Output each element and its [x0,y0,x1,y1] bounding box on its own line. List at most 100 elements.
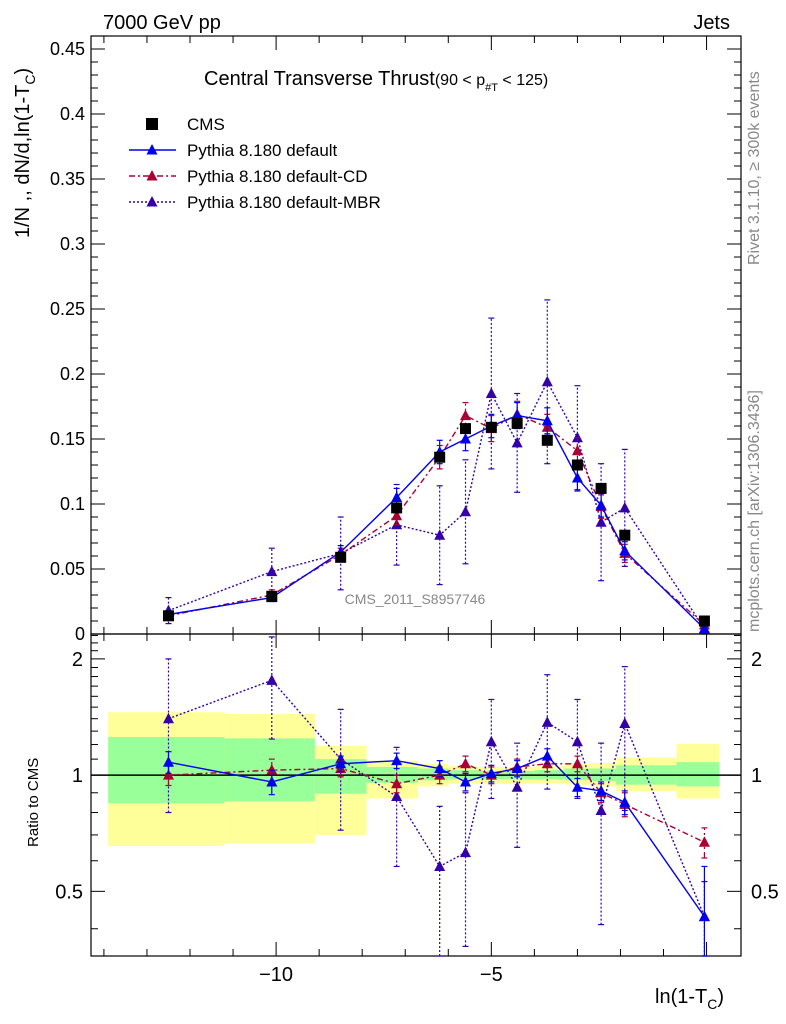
ratio-point-mbr [619,717,631,729]
ratio-y-axis-label: Ratio to CMS [25,758,42,847]
ratio-y-tick-label: 1 [72,765,83,787]
legend-label: Pythia 8.180 default [187,141,338,160]
ratio-point-default [434,762,446,774]
ratio-point-default [335,757,347,769]
ratio-point-default [485,767,497,778]
main-point-cms [541,434,553,446]
x-tick-label: −10 [259,964,293,986]
ratio-point-mbr [571,735,583,747]
ratio-point-default [698,910,710,922]
ratio-point-default [266,775,278,787]
ratio-point-cd [571,757,583,769]
ratio-point-default [595,784,607,796]
main-point-mbr [266,565,278,577]
main-point-default [595,499,607,510]
ratio-point-mbr [266,674,278,685]
ratio-y-tick-label-right: 2 [751,649,762,671]
ratio-y-tick-label-right: 1 [751,765,762,787]
main-point-cd [460,409,472,421]
main-y-tick-label: 0.15 [50,429,85,449]
legend-marker-default [146,144,158,155]
ratio-point-mbr [485,735,497,747]
main-point-cms [571,459,583,471]
ratio-point-cd [266,764,278,775]
ratio-point-mbr [162,712,174,724]
main-point-cms [595,482,607,494]
ratio-point-cd [698,836,710,847]
ratio-point-default [571,781,583,792]
main-point-cms [485,421,497,433]
x-axis-label: ln(1-TC) [655,986,724,1012]
main-y-tick-label: 0.2 [60,364,85,384]
ratio-point-default [619,796,631,807]
ratio-y-tick-label-right: 0.5 [751,881,779,903]
main-point-mbr [571,431,583,443]
x-tick-label: −5 [480,964,503,986]
main-point-default [511,409,523,421]
ratio-point-mbr [460,846,472,858]
main-y-tick-label: 0.35 [50,169,85,189]
ratio-point-mbr [511,781,523,792]
main-point-default [391,491,403,502]
legend-marker-cd [146,170,158,181]
main-point-cms [266,590,278,602]
main-y-tick-label: 0.4 [60,104,85,124]
main-point-cms [434,451,446,463]
main-y-tick-label: 0.05 [50,559,85,579]
ratio-point-default [541,750,553,761]
main-point-cd [391,509,403,521]
ratio-point-default [162,756,174,767]
ratio-inner-band [676,762,720,787]
main-y-tick-label: 0 [75,624,85,644]
main-point-cms [335,551,347,563]
legend-label: CMS [187,115,225,134]
header-energy-label: 7000 GeV pp [103,12,221,34]
main-y-tick-label: 0.45 [50,39,85,59]
ratio-point-cd [460,757,472,769]
main-point-mbr [485,387,497,398]
main-point-cms [619,529,631,541]
main-point-cd [571,444,583,456]
main-point-cms [460,423,472,435]
main-point-mbr [619,501,631,513]
main-point-mbr [434,529,446,540]
ratio-point-cd [162,769,174,780]
ratio-point-default [460,775,472,787]
legend-marker-mbr [146,196,158,207]
main-y-tick-label: 0.3 [60,234,85,254]
ratio-frame [90,633,742,957]
main-point-mbr [460,505,472,517]
main-point-default [571,472,583,483]
main-point-cms [391,502,403,514]
main-y-tick-label: 0.25 [50,299,85,319]
main-point-mbr [541,375,553,387]
main-point-cms [698,615,710,627]
main-point-default [541,414,553,426]
ratio-point-default [391,754,403,766]
main-point-cms [511,417,523,429]
ratio-point-mbr [541,716,553,727]
legend-label: Pythia 8.180 default-MBR [187,193,381,212]
main-point-default [460,433,472,444]
main-y-axis-label: 1/N ,, dN/d,ln(1-TC) [12,68,38,238]
header-process-label: Jets [693,12,730,34]
ratio-y-tick-label: 2 [72,649,83,671]
ratio-point-mbr [434,860,446,871]
main-point-default [619,544,631,556]
main-panel: 0 0.05 0.1 0.15 0.2 0.25 0.3 0.35 0.4 0.45 CMS Pyth… [50,35,742,644]
legend-label: Pythia 8.180 default-CD [187,167,368,186]
ratio-inner-band [108,737,225,804]
ratio-panel: −10 −5 0.5 0.5 1 1 2 2 [55,633,779,986]
ratio-point-default [511,762,523,774]
ratio-point-mbr [391,790,403,802]
main-y-tick-label: 0.1 [60,494,85,514]
chart-title: Central Transverse Thrust(90 < p#T < 125… [204,68,548,94]
main-point-default [698,622,710,634]
ratio-point-cd [391,777,403,789]
legend-marker-cms [146,118,158,130]
analysis-watermark: CMS_2011_S8957746 [345,591,486,607]
main-point-mbr [511,436,523,448]
ratio-point-mbr [595,804,607,815]
mcplots-reference-label: mcplots.cern.ch [arXiv:1306.3436] [746,390,763,632]
